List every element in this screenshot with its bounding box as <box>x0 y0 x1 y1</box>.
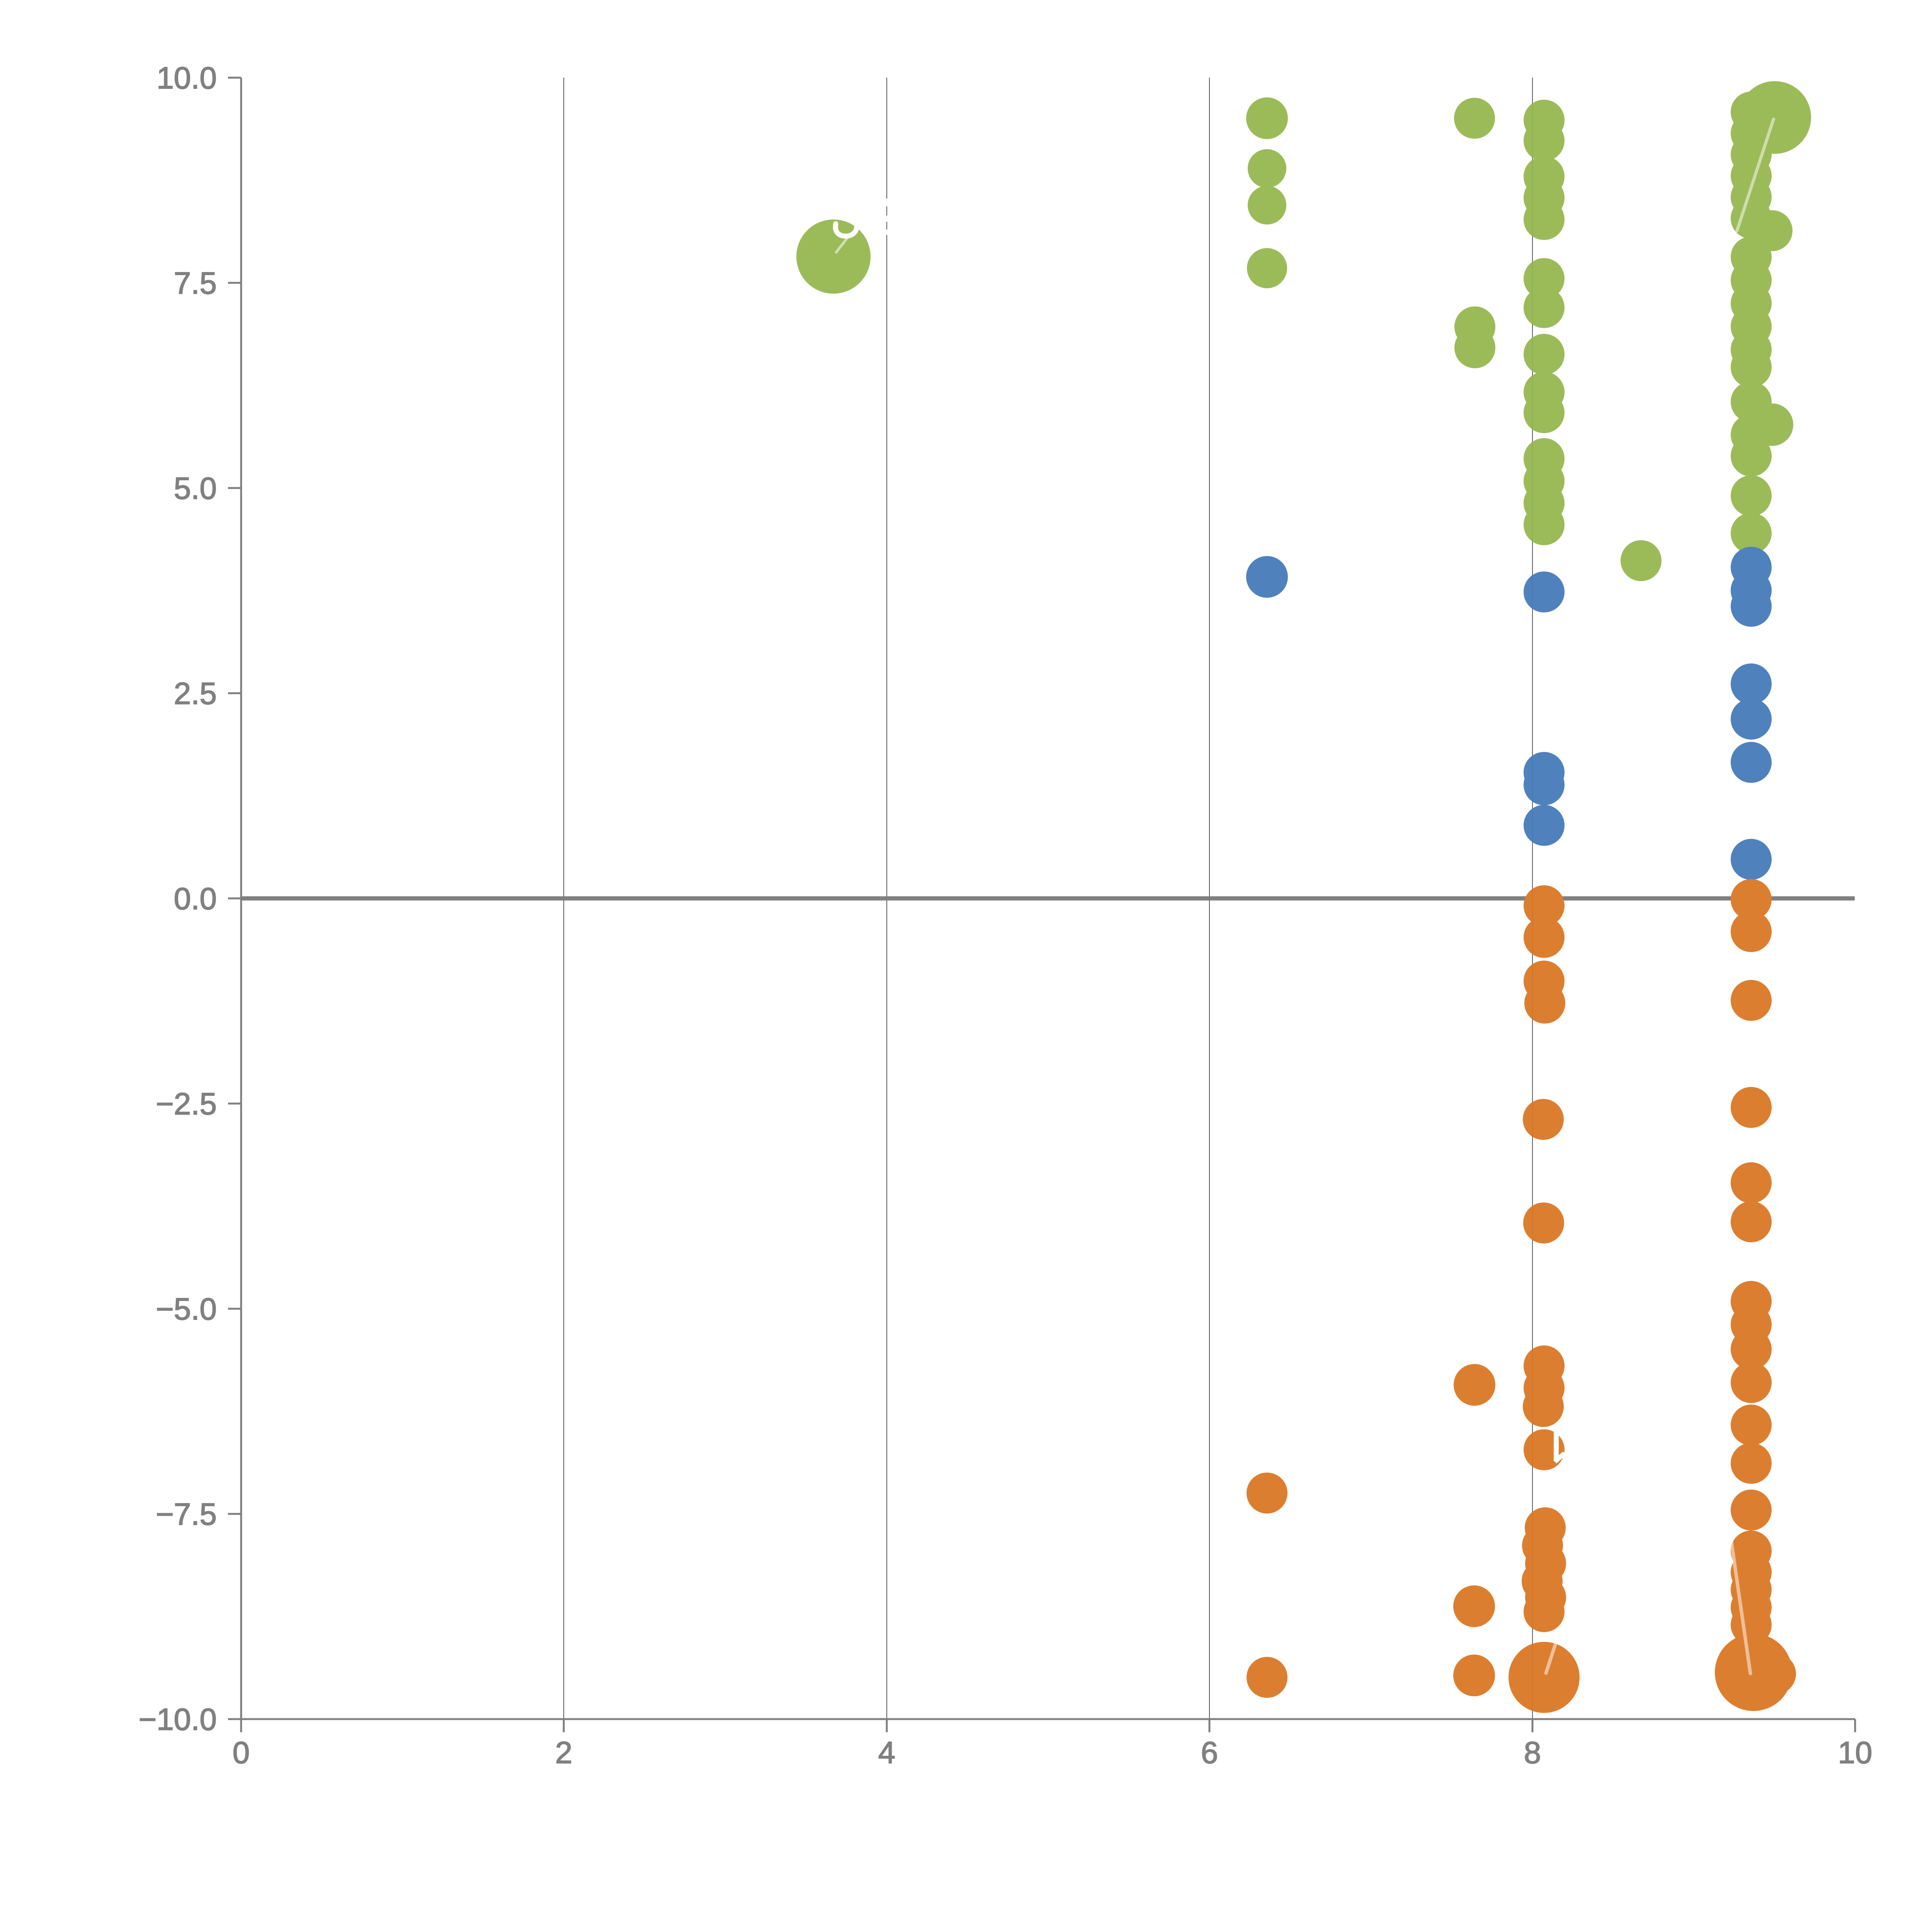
svg-text:2.5: 2.5 <box>174 676 217 711</box>
svg-text:10.0: 10.0 <box>156 61 217 95</box>
svg-text:−7.5: −7.5 <box>156 1497 217 1531</box>
svg-text:10: 10 <box>1838 1735 1872 1770</box>
svg-text:0.0: 0.0 <box>174 881 217 916</box>
svg-text:4: 4 <box>878 1735 896 1770</box>
svg-text:−2.5: −2.5 <box>156 1087 217 1121</box>
svg-text:7.5: 7.5 <box>174 266 217 300</box>
svg-text:8: 8 <box>1524 1735 1541 1770</box>
svg-text:2: 2 <box>555 1735 573 1770</box>
svg-text:−5.0: −5.0 <box>156 1292 217 1326</box>
svg-text:−10.0: −10.0 <box>139 1702 217 1736</box>
svg-text:5.0: 5.0 <box>174 471 217 505</box>
svg-text:6: 6 <box>1201 1735 1218 1770</box>
svg-text:0: 0 <box>233 1735 250 1770</box>
